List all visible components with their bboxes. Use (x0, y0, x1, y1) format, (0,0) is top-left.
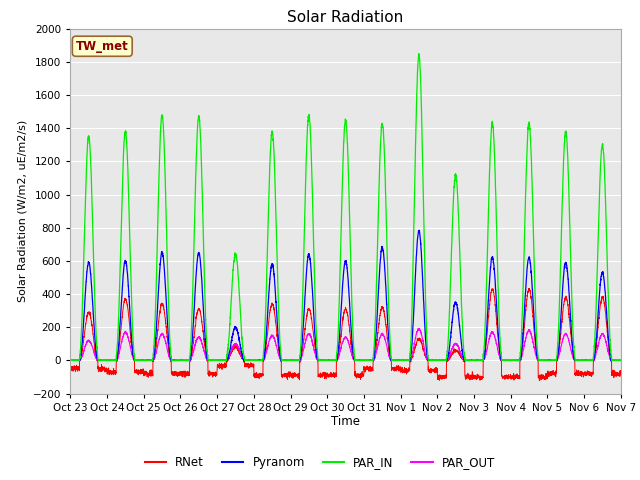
RNet (525, 286, 533, 291)
Pyranom (415, 228, 423, 233)
Legend: RNet, Pyranom, PAR_IN, PAR_OUT: RNet, Pyranom, PAR_IN, PAR_OUT (140, 452, 500, 474)
Y-axis label: Solar Radiation (W/m2, uE/m2/s): Solar Radiation (W/m2, uE/m2/s) (17, 120, 28, 302)
PAR_OUT (616, 358, 624, 363)
Pyranom (500, 358, 508, 363)
RNet (438, 374, 446, 380)
PAR_OUT (438, 358, 446, 363)
X-axis label: Time: Time (331, 415, 360, 429)
PAR_OUT (314, 359, 322, 364)
PAR_OUT (67, 358, 74, 363)
PAR_OUT (469, 358, 477, 363)
PAR_IN (616, 358, 624, 363)
Line: PAR_OUT: PAR_OUT (70, 328, 621, 361)
PAR_OUT (415, 325, 423, 331)
RNet (500, 374, 508, 380)
Line: PAR_IN: PAR_IN (70, 54, 621, 360)
PAR_IN (617, 358, 625, 363)
RNet (469, 372, 477, 377)
RNet (67, 366, 74, 372)
PAR_OUT (165, 353, 173, 359)
Pyranom (223, 359, 230, 364)
Text: TW_met: TW_met (76, 40, 129, 53)
Pyranom (165, 345, 173, 351)
PAR_IN (67, 357, 74, 363)
Line: Pyranom: Pyranom (70, 230, 621, 361)
PAR_IN (500, 358, 508, 363)
PAR_IN (166, 327, 173, 333)
Pyranom (617, 358, 625, 363)
RNet (436, 377, 444, 383)
PAR_OUT (617, 358, 625, 363)
Pyranom (616, 358, 624, 363)
PAR_OUT (500, 357, 508, 363)
RNet (165, 350, 173, 356)
PAR_OUT (325, 358, 333, 363)
Title: Solar Radiation: Solar Radiation (287, 10, 404, 25)
Pyranom (67, 358, 74, 363)
PAR_IN (469, 357, 477, 363)
RNet (325, 373, 333, 379)
PAR_IN (325, 358, 333, 363)
Pyranom (469, 358, 477, 363)
PAR_IN (438, 358, 446, 363)
Pyranom (438, 358, 446, 363)
RNet (616, 372, 624, 377)
PAR_IN (67, 358, 74, 363)
PAR_IN (415, 51, 422, 57)
Line: RNet: RNet (70, 288, 621, 380)
Pyranom (325, 358, 333, 363)
RNet (617, 373, 625, 379)
